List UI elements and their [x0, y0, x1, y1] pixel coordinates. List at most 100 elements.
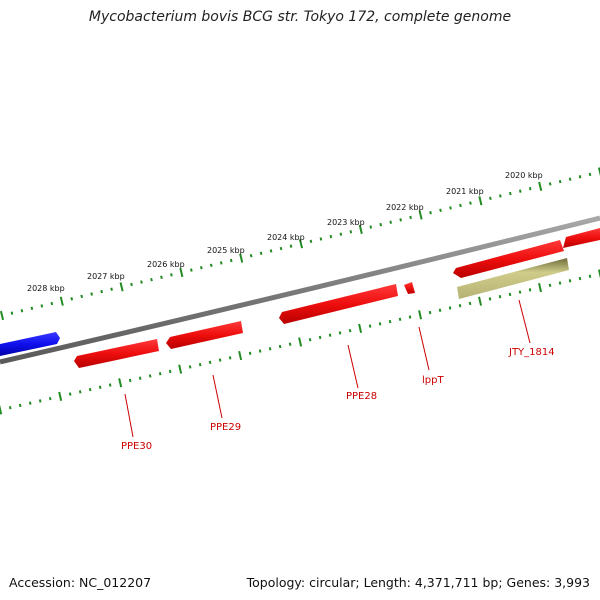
- gene-feature-lppt[interactable]: [404, 282, 415, 294]
- outer-minor-tick: [100, 289, 103, 294]
- outer-minor-tick: [499, 194, 502, 198]
- inner-minor-tick: [548, 283, 552, 288]
- inner-major-tick: [538, 282, 542, 293]
- gene-label-ppe28[interactable]: PPE28: [346, 391, 377, 402]
- gene-features: [0, 228, 600, 368]
- outer-major-tick: [538, 181, 543, 191]
- inner-major-tick: [298, 337, 303, 347]
- scale-label-2028: 2028 kbp: [27, 284, 65, 293]
- outer-minor-tick: [409, 215, 412, 220]
- inner-minor-tick: [388, 319, 392, 324]
- outer-major-tick: [418, 210, 423, 220]
- outer-major-tick: [358, 224, 363, 235]
- outer-minor-tick: [150, 277, 153, 282]
- inner-minor-tick: [338, 331, 342, 335]
- inner-minor-tick: [488, 297, 492, 301]
- outer-minor-tick: [40, 304, 44, 308]
- gene-label-lppt[interactable]: lppT: [422, 375, 444, 386]
- leader-ppe30: [124, 393, 134, 438]
- inner-minor-tick: [498, 294, 502, 299]
- outer-minor-tick: [110, 287, 113, 291]
- inner-minor-tick: [398, 317, 402, 322]
- outer-minor-tick: [229, 258, 233, 263]
- leader-lppt: [418, 326, 430, 371]
- inner-minor-tick: [258, 349, 262, 353]
- scale-label-2023: 2023 kbp: [327, 218, 365, 227]
- outer-minor-tick: [219, 261, 223, 265]
- outer-minor-tick: [289, 244, 293, 248]
- outer-minor-tick: [528, 187, 532, 191]
- gene-label-ppe29[interactable]: PPE29: [210, 422, 241, 433]
- outer-minor-tick: [50, 301, 54, 306]
- gene-feature-ppe28[interactable]: [279, 284, 398, 324]
- scale-label-2022: 2022 kbp: [386, 203, 424, 212]
- inner-minor-tick: [528, 288, 532, 292]
- outer-major-tick: [298, 239, 304, 249]
- outer-scale-ticks: [0, 167, 600, 321]
- inner-minor-tick: [108, 383, 112, 387]
- inner-major-tick: [358, 323, 363, 333]
- scale-label-2025: 2025 kbp: [207, 246, 245, 255]
- accession-text: Accession: NC_012207: [9, 575, 152, 590]
- inner-minor-tick: [588, 274, 592, 278]
- gene-feature-ppe30[interactable]: [74, 339, 159, 368]
- gene-label-ppe30[interactable]: PPE30: [121, 441, 152, 452]
- outer-minor-tick: [170, 273, 173, 277]
- gene-feature-ppe29[interactable]: [166, 321, 243, 349]
- inner-major-tick: [178, 364, 183, 374]
- inner-minor-tick: [578, 276, 582, 281]
- gene-feature-blue[interactable]: [0, 332, 60, 356]
- outer-minor-tick: [439, 208, 442, 212]
- outer-minor-tick: [249, 254, 253, 258]
- inner-major-tick: [58, 391, 63, 401]
- inner-scale-ticks: [0, 269, 600, 415]
- outer-minor-tick: [379, 222, 383, 227]
- inner-minor-tick: [318, 335, 322, 340]
- outer-minor-tick: [349, 230, 353, 234]
- outer-minor-tick: [588, 172, 592, 177]
- inner-major-tick: [0, 405, 3, 415]
- outer-minor-tick: [90, 292, 94, 296]
- gene-feature-jty1814[interactable]: [457, 258, 569, 299]
- outer-minor-tick: [339, 232, 343, 236]
- gene-feature-right-edge[interactable]: [563, 228, 600, 248]
- scale-label-2021: 2021 kbp: [446, 187, 484, 196]
- gene-label-jty1814[interactable]: JTY_1814: [508, 347, 555, 358]
- inner-major-tick: [598, 269, 600, 279]
- inner-minor-tick: [28, 401, 32, 405]
- inner-minor-tick: [208, 360, 212, 365]
- outer-minor-tick: [190, 268, 193, 272]
- outer-minor-tick: [259, 251, 263, 256]
- outer-minor-tick: [469, 201, 472, 205]
- outer-major-tick: [59, 296, 64, 306]
- scale-label-2026: 2026 kbp: [147, 260, 185, 269]
- gene-labels: JTY_1814 lppT PPE28 PPE29 PPE30: [121, 347, 555, 452]
- inner-minor-tick: [448, 306, 452, 310]
- inner-minor-tick: [68, 392, 72, 396]
- inner-major-tick: [118, 378, 123, 388]
- outer-major-tick: [179, 267, 184, 278]
- inner-minor-tick: [428, 310, 432, 315]
- outer-minor-tick: [140, 280, 143, 284]
- scale-label-2027: 2027 kbp: [87, 272, 125, 281]
- inner-minor-tick: [248, 351, 252, 355]
- inner-minor-tick: [368, 324, 372, 328]
- inner-minor-tick: [508, 292, 512, 297]
- outer-minor-tick: [70, 297, 74, 301]
- inner-minor-tick: [288, 342, 292, 346]
- outer-major-tick: [597, 167, 600, 177]
- inner-minor-tick: [8, 406, 12, 410]
- leader-ppe29: [212, 374, 223, 419]
- inner-minor-tick: [408, 315, 412, 319]
- outer-minor-tick: [130, 282, 133, 287]
- scale-labels: 2020 kbp 2021 kbp 2022 kbp 2023 kbp 2024…: [27, 171, 543, 293]
- topology-summary: Topology: circular; Length: 4,371,711 bp…: [246, 575, 590, 590]
- outer-minor-tick: [548, 182, 552, 186]
- inner-minor-tick: [558, 281, 562, 285]
- inner-minor-tick: [378, 322, 382, 326]
- gene-feature-red-upper[interactable]: [453, 240, 564, 278]
- outer-minor-tick: [568, 177, 572, 181]
- outer-minor-tick: [369, 225, 373, 229]
- inner-minor-tick: [518, 290, 522, 294]
